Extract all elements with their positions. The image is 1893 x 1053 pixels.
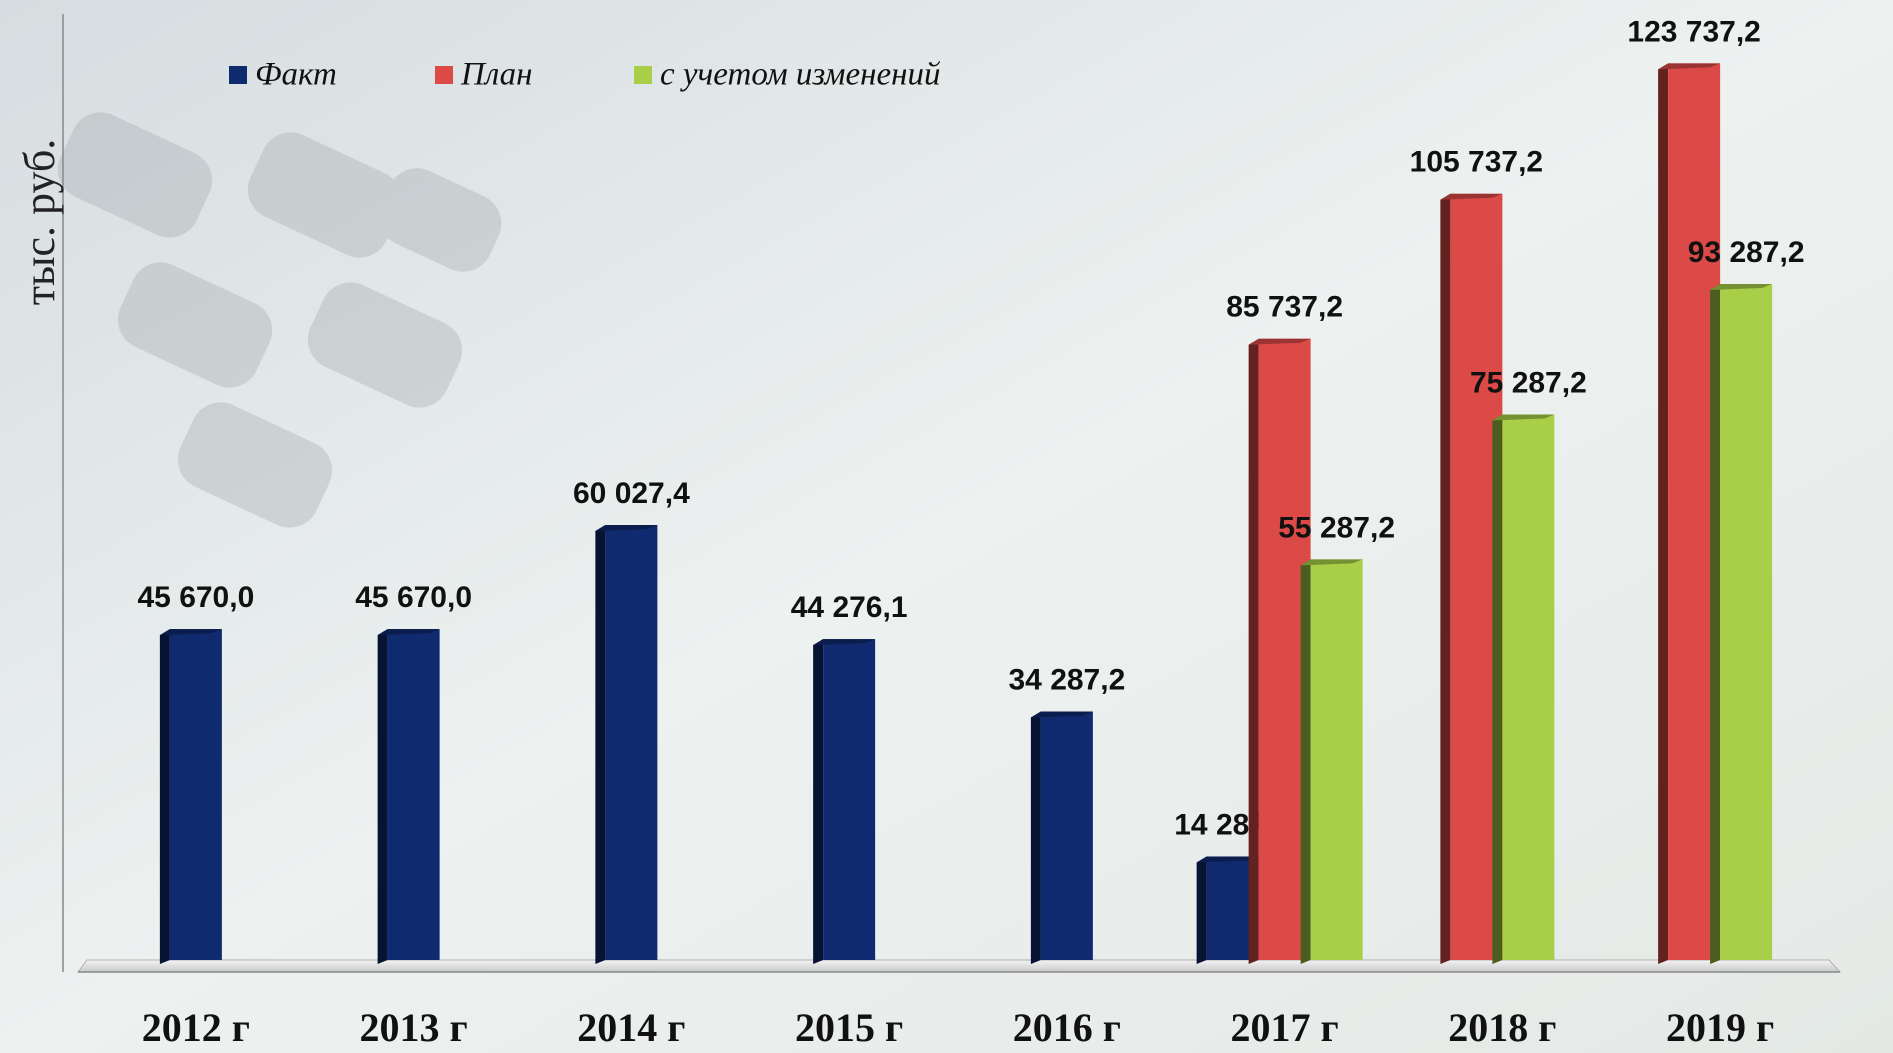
bar-side [595,525,605,964]
legend-label: с учетом изменений [660,57,941,93]
bar-side [1249,339,1259,964]
value-label: 45 670,0 [355,581,472,614]
x-tick-label: 2017 г [1231,1005,1339,1050]
floor [78,960,1840,972]
value-label: 45 670,0 [137,581,254,614]
x-tick-label: 2015 г [795,1005,903,1050]
legend-label: План [460,57,533,93]
bar [388,629,440,960]
bar-side [1492,414,1502,964]
x-tick-label: 2016 г [1013,1005,1121,1050]
bar-side [813,639,823,964]
x-tick-label: 2019 г [1666,1005,1774,1050]
value-label: 123 737,2 [1627,15,1760,48]
bar [170,629,222,960]
bar-side [378,629,388,964]
bar-side [1658,63,1668,964]
bar [1720,284,1772,960]
legend-label: Факт [255,57,337,93]
bar [605,525,657,960]
value-label: 85 737,2 [1226,291,1343,324]
value-label: 93 287,2 [1688,236,1805,269]
legend-swatch [634,66,652,84]
value-label: 105 737,2 [1410,146,1543,179]
bar-side [1301,559,1311,964]
bar-side [160,629,170,964]
bar-side [1710,284,1720,964]
x-tick-label: 2018 г [1448,1005,1556,1050]
chart: тыс. руб. Факт План с учетом изменений 2012… [0,0,1893,1053]
x-tick-label: 2012 г [142,1005,250,1050]
x-tick-label: 2013 г [360,1005,468,1050]
value-label: 75 287,2 [1470,366,1587,399]
bar-side [1440,194,1450,964]
value-label: 34 287,2 [1008,663,1125,696]
bar-side [1197,856,1207,964]
bar [1311,559,1363,960]
legend-swatch [435,66,453,84]
bar-side [1031,712,1041,964]
legend-swatch [229,66,247,84]
bar [1041,712,1093,960]
bar [823,639,875,960]
value-label: 44 276,1 [791,591,908,624]
bar [1502,414,1554,960]
value-label: 55 287,2 [1278,511,1395,544]
x-tick-label: 2014 г [577,1005,685,1050]
y-axis-label: тыс. руб. [15,139,64,306]
value-label: 60 027,4 [573,477,690,510]
